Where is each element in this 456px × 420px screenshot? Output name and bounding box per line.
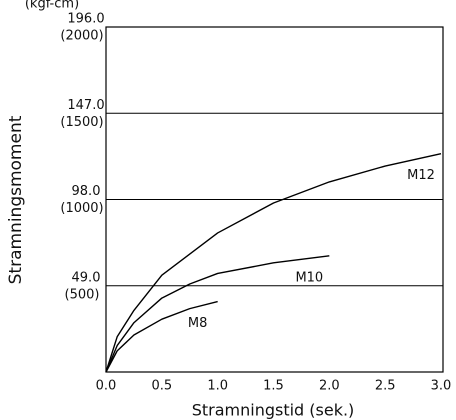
y-tick-label: 98.0 (72, 184, 101, 199)
x-tick-label: 3.0 (431, 379, 452, 394)
series-label: M12 (407, 168, 435, 183)
series-line (105, 300, 218, 373)
y-tick-sublabel: (1000) (60, 201, 103, 216)
y-tick-sublabel: (2000) (60, 29, 103, 44)
y-unit: (kgf-cm) (25, 0, 79, 12)
x-axis-title: Stramningstid (sek.) (192, 401, 355, 420)
y-tick-sublabel: (500) (65, 287, 100, 302)
x-tick-label: 1.5 (263, 379, 284, 394)
series-label: M10 (295, 270, 323, 285)
series-line (105, 255, 330, 373)
x-tick-label: 2.0 (319, 379, 340, 394)
y-axis-title: Stramningsmoment (6, 115, 26, 284)
x-tick-label: 2.5 (375, 379, 396, 394)
y-tick-label: 49.0 (72, 270, 101, 285)
x-tick-label: 0.5 (151, 379, 172, 394)
y-tick-label: 147.0 (67, 98, 104, 113)
x-tick-label: 1.0 (207, 379, 228, 394)
series-line (105, 153, 442, 373)
series-label: M8 (188, 316, 208, 331)
y-tick-label: 196.0 (67, 12, 104, 27)
y-tick-sublabel: (1500) (60, 115, 103, 130)
x-tick-label: 0.0 (96, 379, 117, 394)
